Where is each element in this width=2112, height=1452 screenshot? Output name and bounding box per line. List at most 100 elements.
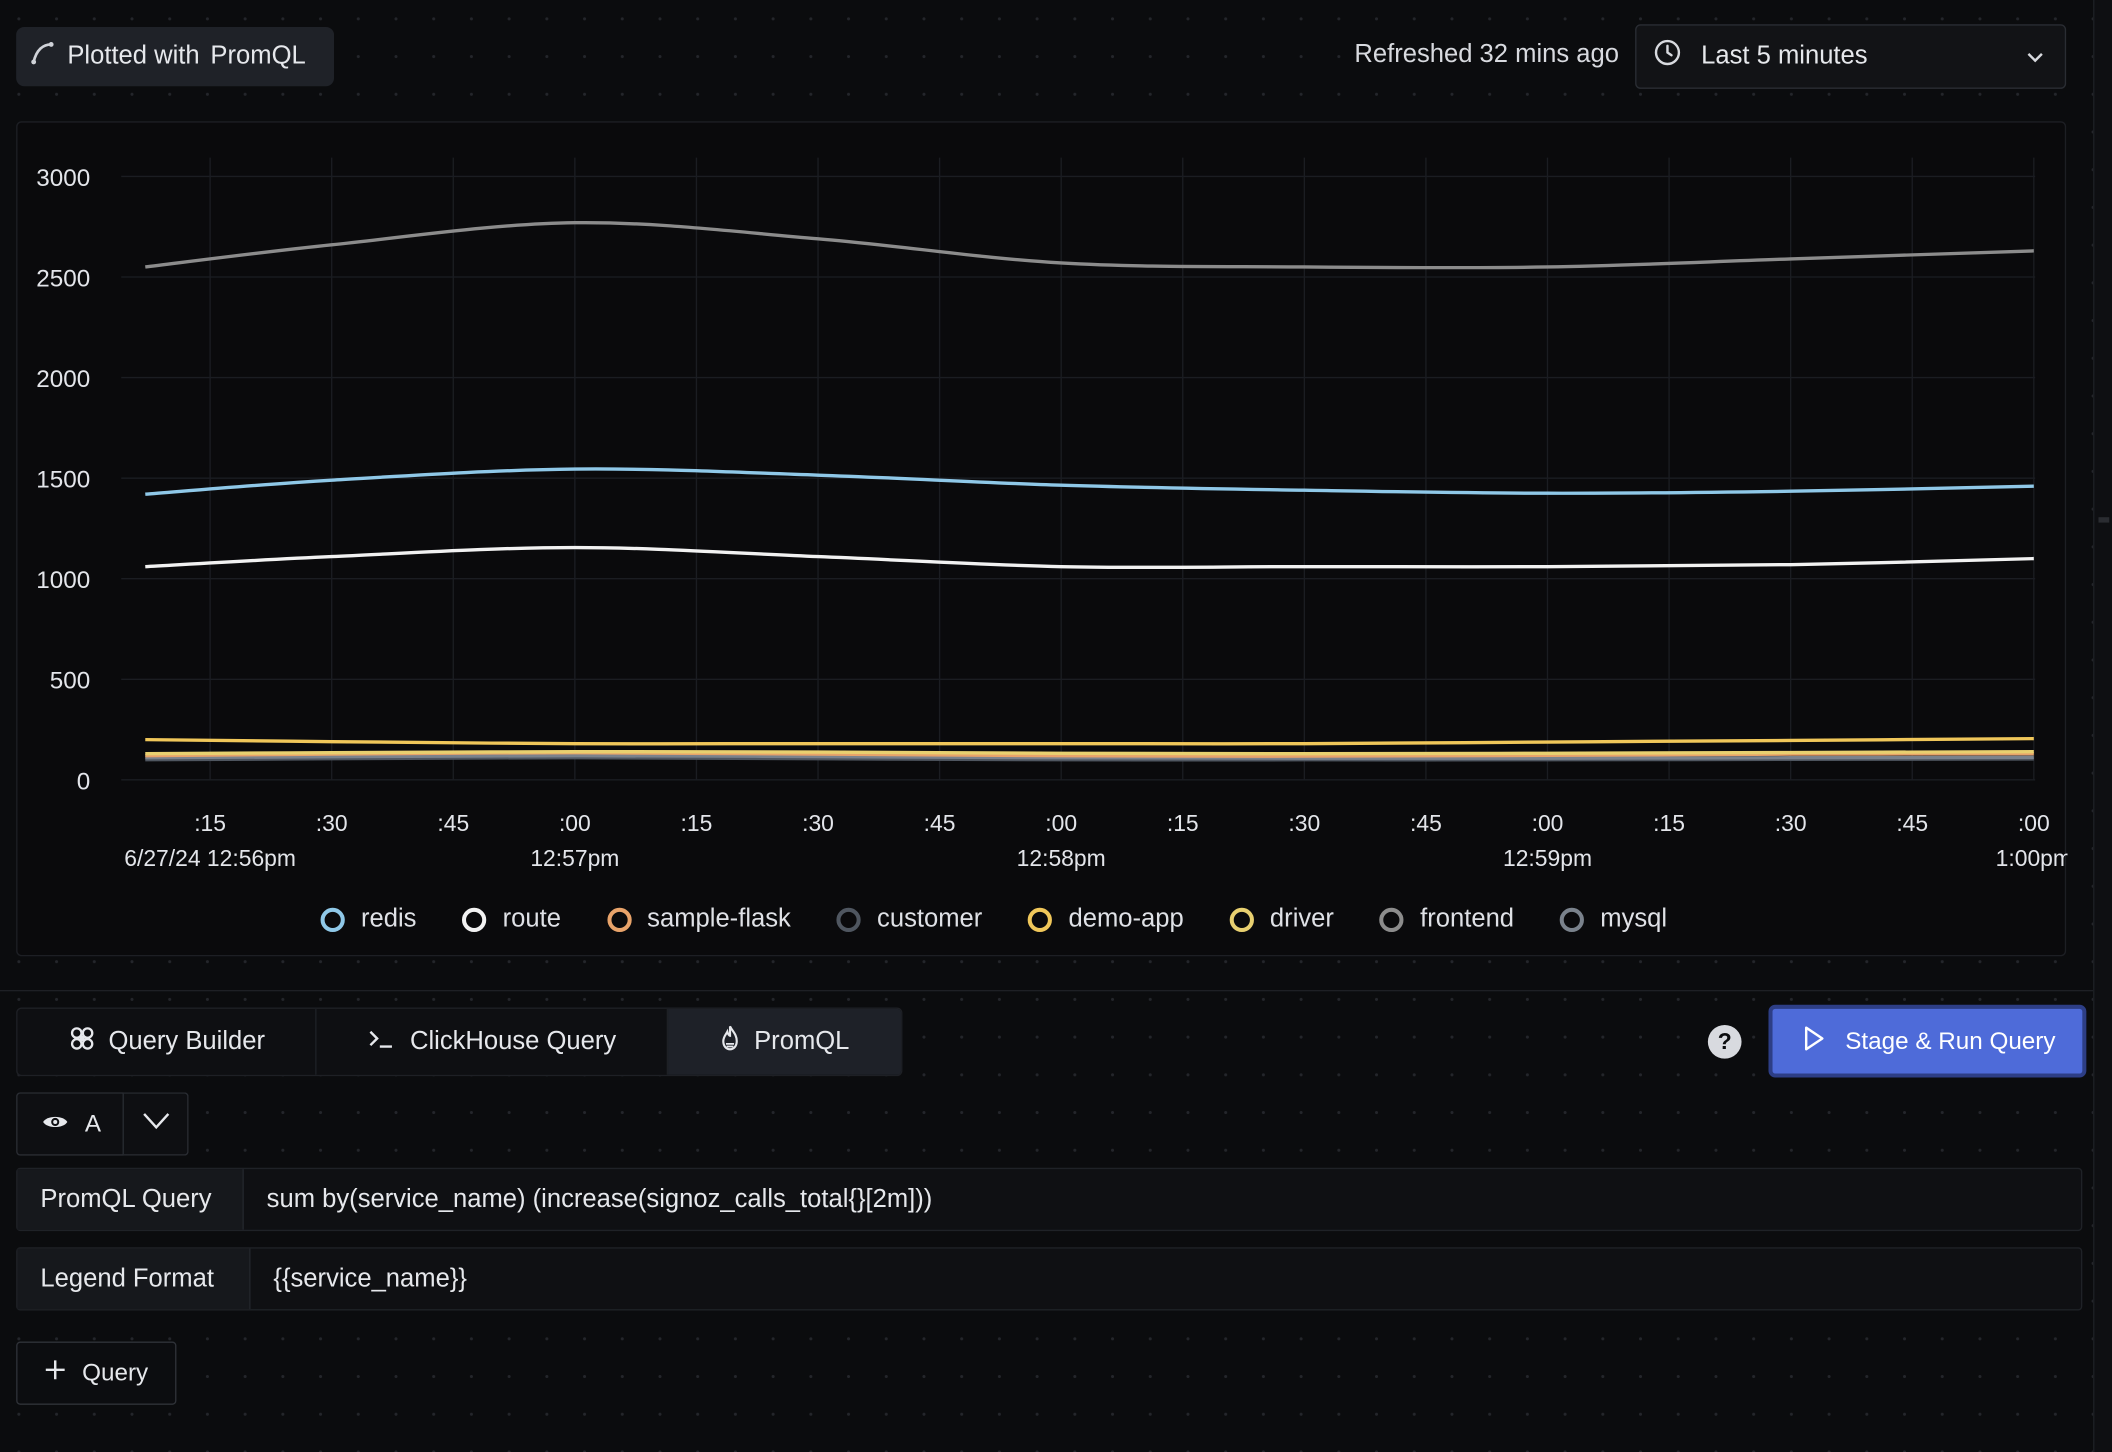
legend-format-input[interactable]: {{service_name}}: [273, 1264, 467, 1293]
legend-label: customer: [877, 905, 983, 934]
tab-clickhouse-label: ClickHouse Query: [409, 1027, 617, 1056]
x-tick-date-label: 12:58pm: [1017, 845, 1106, 871]
page-scrollbar[interactable]: [2093, 0, 2112, 1452]
x-tick-label: :15: [1653, 810, 1685, 836]
y-tick-label: 3000: [36, 165, 90, 192]
legend-format-label: Legend Format: [17, 1248, 251, 1310]
x-tick-label: :15: [1167, 810, 1199, 836]
legend-item-route[interactable]: route: [462, 905, 561, 935]
plotted-with-label: Plotted with: [67, 41, 200, 71]
legend-item-frontend[interactable]: frontend: [1379, 905, 1515, 935]
tab-query-builder-label: Query Builder: [108, 1027, 266, 1056]
legend-marker: [1028, 907, 1053, 933]
run-button-label: Stage & Run Query: [1845, 1027, 2056, 1054]
plotted-with-promql-button[interactable]: Plotted with PromQL: [16, 26, 335, 87]
x-tick-label: :30: [802, 810, 834, 836]
tab-query-builder[interactable]: Query Builder: [18, 1008, 317, 1075]
x-tick-label: :45: [1410, 810, 1442, 836]
terminal-icon: [367, 1024, 397, 1059]
line-chart[interactable]: 3000 2500 2000 1500 1000 500 0 :15 6/27/24 12:56…: [18, 123, 2068, 958]
legend-item-mysql[interactable]: mysql: [1559, 905, 1668, 935]
tab-clickhouse-query[interactable]: ClickHouse Query: [317, 1008, 668, 1075]
query-name: A: [84, 1109, 102, 1137]
series-line-driver: [145, 749, 2034, 756]
chevron-down-icon: [141, 1111, 171, 1137]
x-tick-label: :15: [194, 810, 226, 836]
y-tick-label: 1500: [36, 467, 90, 494]
legend-label: demo-app: [1068, 905, 1184, 934]
series-line-route: [145, 545, 2034, 570]
legend-item-customer[interactable]: customer: [836, 905, 983, 935]
stage-and-run-query-button[interactable]: Stage & Run Query: [1768, 1004, 2087, 1078]
time-range-select[interactable]: Last 5 minutes: [1635, 24, 2067, 89]
promql-query-label: PromQL Query: [17, 1169, 244, 1230]
legend-marker: [1379, 907, 1404, 933]
x-tick-label: :00: [559, 810, 591, 836]
x-tick-label: :30: [1775, 810, 1807, 836]
promql-fire-icon: [719, 1023, 741, 1061]
y-tick-label: 500: [50, 668, 90, 695]
x-tick-label: :30: [316, 810, 348, 836]
legend-label: route: [502, 905, 561, 934]
help-icon[interactable]: ?: [1707, 1024, 1742, 1059]
legend-marker: [320, 907, 345, 933]
section-divider: [0, 989, 2094, 992]
legend-item-demo-app[interactable]: demo-app: [1028, 905, 1184, 935]
clock-icon: [1653, 38, 1683, 76]
legend-marker: [1559, 907, 1585, 933]
x-tick-date-label: 6/27/24 12:56pm: [124, 845, 296, 871]
query-builder-icon: [68, 1024, 95, 1059]
plotted-with-language: PromQL: [210, 41, 306, 71]
y-tick-label: 2500: [36, 265, 90, 292]
y-tick-label: 0: [77, 768, 90, 795]
series-line-frontend: [145, 220, 2034, 270]
legend-marker: [462, 907, 487, 933]
play-icon: [1802, 1024, 1826, 1058]
tab-promql[interactable]: PromQL: [667, 1008, 902, 1075]
legend-format-field: Legend Format {{service_name}}: [16, 1247, 2083, 1311]
promql-query-input[interactable]: sum by(service_name) (increase(signoz_ca…: [266, 1184, 933, 1213]
series-line-mysql: [145, 754, 2034, 760]
tab-promql-label: PromQL: [754, 1027, 850, 1056]
series-line-demo-app: [145, 736, 2034, 746]
plus-icon: [44, 1359, 66, 1387]
legend-label: mysql: [1600, 905, 1668, 934]
x-tick-date-label: 12:59pm: [1503, 845, 1592, 871]
legend-label: frontend: [1420, 905, 1515, 934]
legend-item-driver[interactable]: driver: [1229, 905, 1334, 935]
eye-icon: [42, 1110, 69, 1138]
x-tick-label: :45: [437, 810, 469, 836]
chart-panel: 3000 2500 2000 1500 1000 500 0 :15 6/27/24 12:56…: [16, 121, 2068, 958]
y-tick-label: 1000: [36, 567, 90, 594]
legend-label: redis: [360, 905, 417, 934]
query-type-tabs: Query Builder ClickHouse Query PromQL: [16, 1007, 903, 1077]
chevron-down-icon: [2024, 46, 2046, 76]
x-tick-date-label: 12:57pm: [530, 845, 619, 871]
x-tick-label: :15: [681, 810, 713, 836]
chart-line-icon: [30, 39, 57, 74]
query-collapse-button[interactable]: [123, 1092, 189, 1156]
legend-marker: [1229, 907, 1254, 933]
y-tick-label: 2000: [36, 366, 90, 393]
promql-query-field: PromQL Query sum by(service_name) (incre…: [16, 1167, 2083, 1232]
query-visibility-toggle[interactable]: A: [16, 1092, 124, 1156]
legend-label: sample-flask: [647, 905, 791, 934]
refreshed-status: Refreshed 32 mins ago: [1354, 40, 1619, 69]
scrollbar-thumb[interactable]: [2098, 517, 2110, 523]
chart-legend: redis route sample-flask customer demo-app dr…: [320, 905, 1713, 935]
legend-marker: [836, 907, 861, 933]
x-tick-label: :45: [1896, 810, 1928, 836]
x-tick-label: :30: [1288, 810, 1320, 836]
legend-marker: [606, 907, 632, 933]
legend-item-redis[interactable]: redis: [320, 905, 417, 935]
add-query-button[interactable]: Query: [16, 1341, 177, 1405]
x-tick-label: :00: [2018, 810, 2050, 836]
x-tick-label: :00: [1532, 810, 1564, 836]
time-range-value: Last 5 minutes: [1701, 41, 1868, 71]
series-line-redis: [145, 467, 2034, 496]
legend-label: driver: [1269, 905, 1334, 934]
add-query-label: Query: [82, 1359, 149, 1386]
x-tick-date-label: 1:00pm: [1996, 845, 2068, 871]
x-tick-label: :00: [1045, 810, 1077, 836]
legend-item-sample-flask[interactable]: sample-flask: [606, 905, 791, 935]
